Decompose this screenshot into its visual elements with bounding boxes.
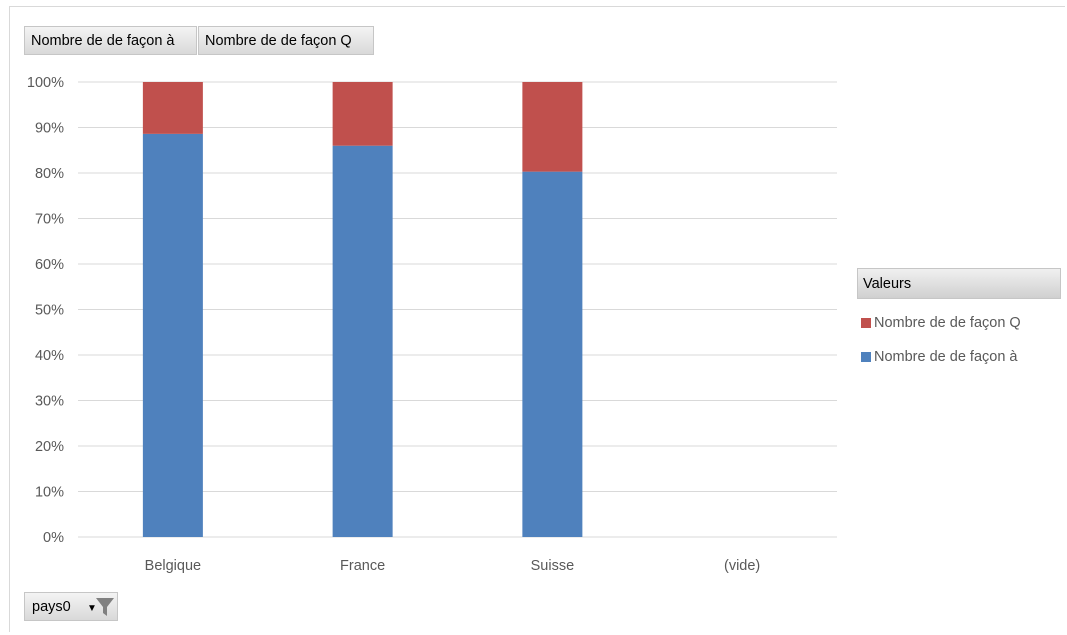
- x-category-label: (vide): [724, 558, 760, 574]
- bar-segment-a: [522, 171, 583, 537]
- value-field-button-q[interactable]: Nombre de de façon Q: [198, 26, 374, 55]
- bar-segment-a: [332, 145, 393, 537]
- y-tick-label: 90%: [35, 121, 64, 137]
- y-tick-label: 30%: [35, 394, 64, 410]
- axis-field-button-pays[interactable]: pays0 ▼: [24, 592, 118, 621]
- y-tick-label: 80%: [35, 166, 64, 182]
- y-tick-label: 70%: [35, 212, 64, 228]
- legend-item-series-q[interactable]: Nombre de de façon Q: [857, 313, 1061, 333]
- y-tick-label: 100%: [27, 75, 64, 91]
- axis-field-label: pays0: [32, 599, 71, 615]
- legend-swatch-a: [861, 352, 871, 362]
- legend-label-q: Nombre de de façon Q: [874, 315, 1021, 331]
- bar-segment-q: [142, 82, 203, 134]
- y-tick-label: 10%: [35, 485, 64, 501]
- legend: Valeurs Nombre de de façon Q Nombre de d…: [857, 268, 1061, 367]
- y-tick-label: 50%: [35, 303, 64, 319]
- value-field-button-a[interactable]: Nombre de de façon à: [24, 26, 197, 55]
- chart-area: [9, 6, 1065, 632]
- legend-title[interactable]: Valeurs: [857, 268, 1061, 299]
- legend-swatch-q: [861, 318, 871, 328]
- legend-label-a: Nombre de de façon à: [874, 349, 1018, 365]
- filter-funnel-icon: [96, 598, 114, 616]
- bar-segment-a: [142, 133, 203, 537]
- x-category-label: Belgique: [145, 558, 201, 574]
- y-tick-label: 60%: [35, 257, 64, 273]
- x-category-label: Suisse: [531, 558, 575, 574]
- y-tick-label: 0%: [43, 530, 64, 546]
- y-tick-label: 20%: [35, 439, 64, 455]
- bar-segment-q: [332, 82, 393, 146]
- dropdown-arrow-icon: ▼: [87, 603, 97, 614]
- x-category-label: France: [340, 558, 385, 574]
- y-tick-label: 40%: [35, 348, 64, 364]
- bar-segment-q: [522, 82, 583, 172]
- legend-item-series-a[interactable]: Nombre de de façon à: [857, 347, 1061, 367]
